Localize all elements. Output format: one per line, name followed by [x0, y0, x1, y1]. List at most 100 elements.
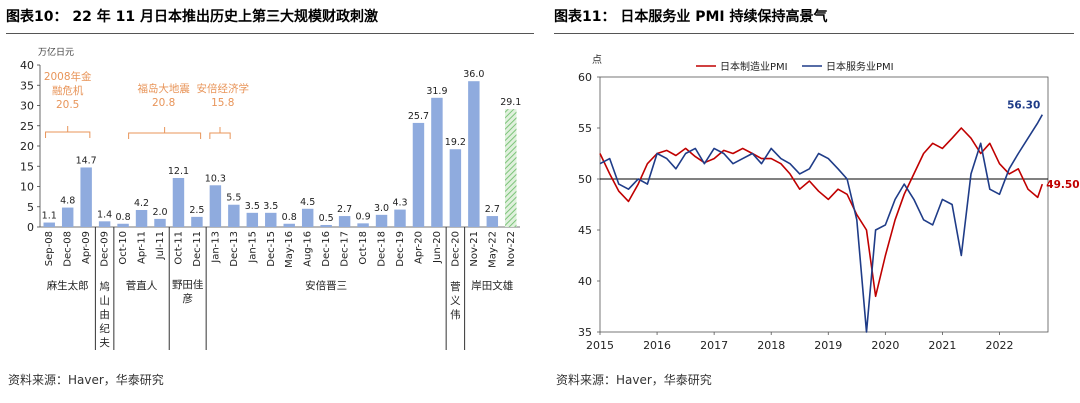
- plot-frame: [599, 76, 1049, 333]
- x-tick-label: 2021: [928, 339, 956, 352]
- bar-value-label: 3.5: [263, 201, 278, 212]
- left-chart-panel: 图表10： 22 年 11 月日本推出历史上第三大规模财政刺激 万亿日元 0 5 10…: [6, 9, 534, 387]
- legend-label: 日本制造业PMI: [720, 60, 788, 73]
- left-source-note: 资料来源：Haver，华泰研究: [8, 373, 164, 387]
- x-tick-label: Apr-11: [137, 231, 148, 264]
- bar: [80, 167, 92, 227]
- y-tick-label: 10: [20, 181, 34, 194]
- left-chart-title: 图表10： 22 年 11 月日本推出历史上第三大规模财政刺激: [6, 9, 378, 25]
- y-axis-label: 点: [592, 54, 602, 66]
- bar: [505, 109, 517, 227]
- right-chart-panel: 图表11： 日本服务业 PMI 持续保持高景气 点 35 40 45 50 55 60 201…: [548, 0, 1080, 403]
- bar: [449, 149, 462, 227]
- annotation-text: 融危机: [52, 84, 84, 97]
- bar-value-label: 12.1: [168, 166, 189, 177]
- pm-group-label: 麻生太郎: [47, 279, 89, 292]
- bar: [43, 222, 55, 227]
- annotation-text: 20.5: [56, 99, 79, 111]
- x-tick-label: 2018: [757, 339, 785, 352]
- x-tick-label: May-22: [487, 231, 498, 268]
- pm-group-label: 纪: [99, 323, 110, 335]
- x-tick-label: 2015: [586, 339, 614, 352]
- x-tick-label: Dec-17: [340, 231, 351, 267]
- y-tick-label: 30: [20, 100, 34, 113]
- bar-value-label: 2.5: [189, 205, 204, 216]
- y-tick-label: 40: [20, 59, 34, 72]
- y-tick-label: 20: [20, 140, 34, 153]
- bar-value-label: 31.9: [426, 86, 447, 97]
- bar-value-label: 0.8: [282, 212, 297, 223]
- x-tick-label: Sep-08: [44, 231, 55, 266]
- x-tick-label: Dec-20: [450, 231, 461, 267]
- x-tick-label: Dec-08: [63, 231, 74, 267]
- x-tick-label: Jul-11: [155, 231, 166, 260]
- bar-value-label: 1.1: [42, 211, 57, 222]
- annotation-bracket: [209, 127, 231, 139]
- y-tick-label: 60: [578, 71, 592, 84]
- pm-group-label: 由: [99, 308, 110, 321]
- bar: [412, 122, 425, 227]
- right-line-chart: 点 35 40 45 50 55 60 2015 2016 2017 2018 2019 2020 202…: [578, 54, 1080, 352]
- x-tick-label: Apr-09: [81, 231, 92, 264]
- y-tick-label: 45: [578, 224, 592, 237]
- y-tick-label: 35: [578, 326, 592, 339]
- bar-value-label: 4.2: [134, 198, 149, 209]
- x-tick-label: 2022: [985, 339, 1013, 352]
- right-title-rule: [554, 33, 1074, 34]
- right-source-note: 资料来源：Haver，华泰研究: [556, 373, 712, 387]
- bar: [338, 216, 351, 227]
- bar: [320, 224, 332, 227]
- series-line: [599, 127, 1044, 298]
- bar: [209, 185, 222, 227]
- bar: [154, 218, 166, 227]
- bar: [468, 81, 480, 227]
- x-tick-label: 2020: [871, 339, 899, 352]
- series-line: [599, 114, 1043, 333]
- y-tick-label: 25: [20, 120, 34, 133]
- y-tick-label: 40: [578, 275, 592, 288]
- bar-value-label: 3.0: [374, 203, 389, 214]
- bar: [61, 207, 74, 227]
- x-tick-label: Oct-18: [358, 231, 369, 265]
- annotation-text: 福岛大地震: [137, 82, 190, 95]
- bar: [375, 214, 388, 227]
- x-tick-label: Apr-20: [413, 231, 424, 264]
- bar: [98, 221, 111, 227]
- x-tick-label: Dec-11: [192, 231, 203, 267]
- y-tick-label: 5: [27, 201, 34, 214]
- x-tick-label: Dec-19: [395, 231, 406, 267]
- bar: [191, 216, 203, 227]
- x-tick-label: Dec-09: [100, 231, 111, 267]
- x-tick-label: Dec-18: [377, 231, 388, 267]
- x-tick-label: Jan-13: [210, 231, 221, 264]
- annotation-text: 安倍经济学: [197, 82, 250, 95]
- series-end-label: 56.30: [1007, 100, 1040, 112]
- bar-value-label: 4.8: [60, 196, 75, 207]
- bar: [246, 212, 259, 227]
- bar-value-label: 0.8: [116, 212, 131, 223]
- bar-value-label: 1.4: [97, 209, 112, 220]
- legend-label: 日本服务业PMI: [826, 60, 894, 73]
- x-tick-label: Nov-21: [469, 231, 480, 267]
- x-tick-label: Jan-15: [247, 231, 258, 264]
- bar-value-label: 2.0: [152, 207, 167, 218]
- bar: [135, 209, 148, 227]
- bar-value-label: 10.3: [205, 173, 226, 184]
- x-tick-label: Nov-22: [506, 231, 517, 267]
- annotation-bracket: [45, 126, 91, 138]
- annotation-bracket: [128, 127, 202, 139]
- bar: [172, 177, 185, 227]
- bar: [301, 208, 314, 227]
- y-tick-label: 15: [20, 160, 34, 173]
- bar: [228, 204, 240, 227]
- pm-group-label: 安倍晋三: [305, 279, 347, 292]
- x-tick-label: May-16: [284, 231, 295, 268]
- x-tick-label: Dec-13: [229, 231, 240, 267]
- bar-value-label: 4.3: [392, 198, 407, 209]
- x-tick-label: 2019: [814, 339, 842, 352]
- x-tick-label: Dec-16: [321, 231, 332, 267]
- bar: [283, 223, 295, 227]
- y-tick-label: 0: [27, 221, 34, 234]
- bar: [117, 223, 129, 227]
- bar-value-label: 0.5: [319, 213, 334, 224]
